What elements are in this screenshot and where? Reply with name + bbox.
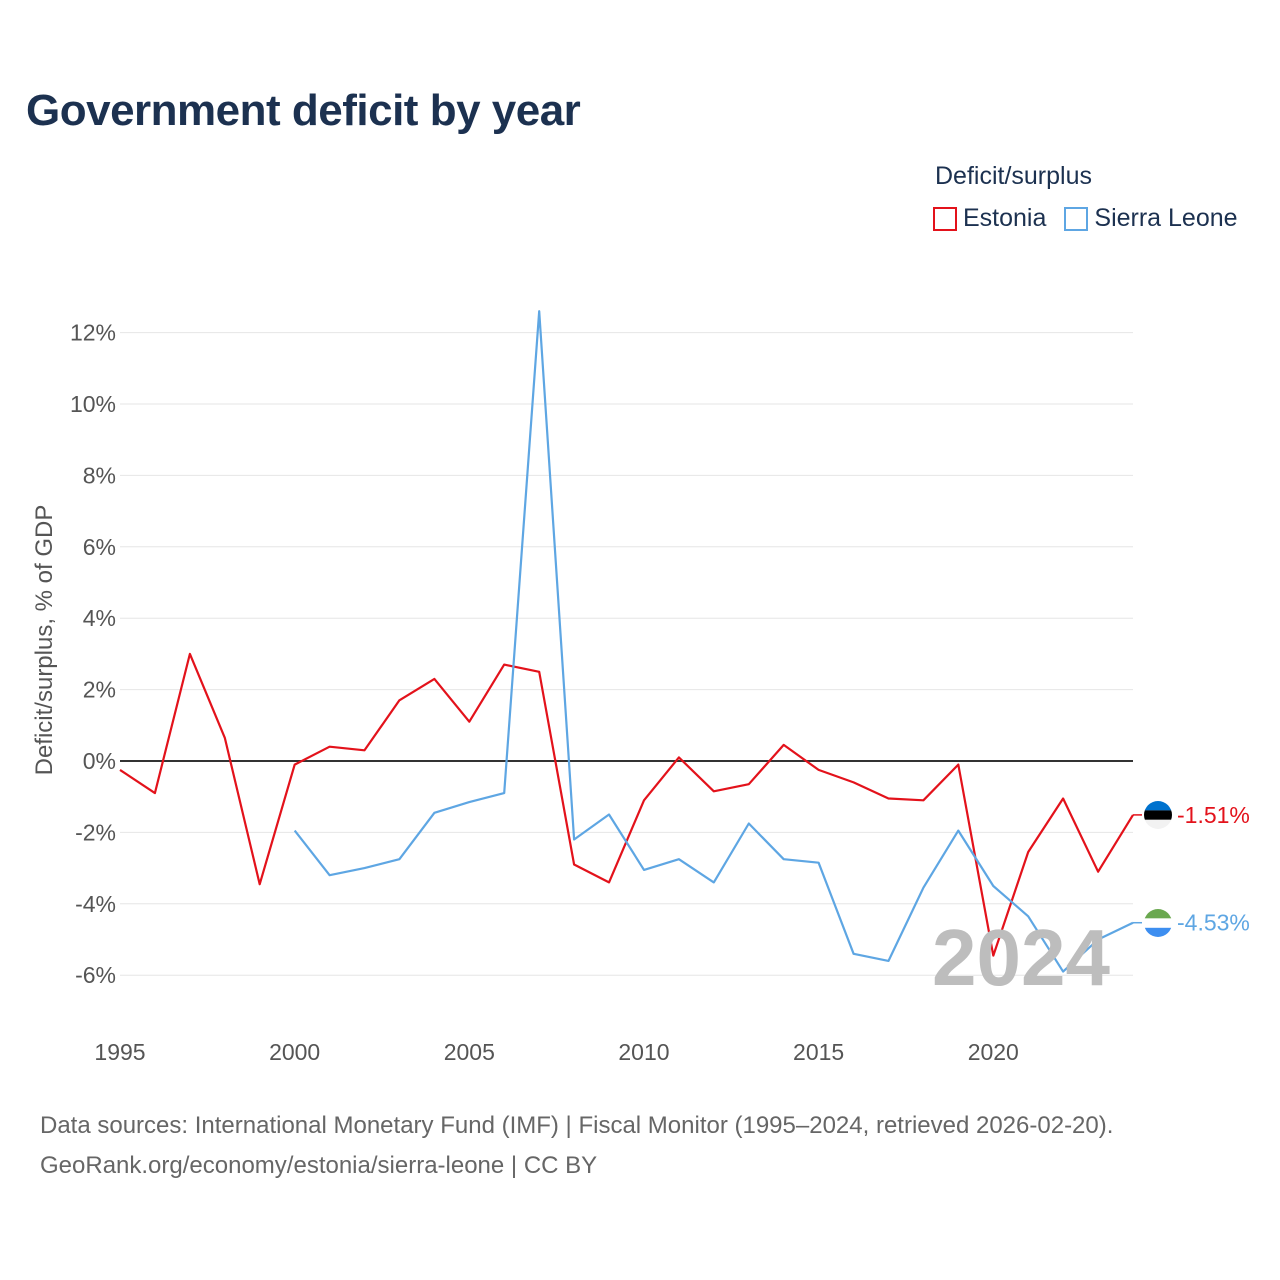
series-line-sierra-leone[interactable] [293,310,1134,973]
sierra-leone-flag-icon [1144,909,1172,937]
y-tick-label: -4% [75,891,116,917]
y-tick-label: 12% [70,320,116,346]
legend-swatch-estonia [933,206,957,231]
y-axis-label: Deficit/surplus, % of GDP [31,505,58,776]
x-tick-label: 2020 [968,1039,1019,1065]
x-tick-label: 2010 [618,1039,669,1065]
footer: Data sources: International Monetary Fun… [40,1106,1113,1186]
attribution-text: GeoRank.org/economy/estonia/sierra-leone… [40,1152,598,1179]
x-tick-label: 2000 [269,1039,320,1065]
end-label-estonia: -1.51% [1177,802,1250,828]
chart-title: Government deficit by year [26,86,581,135]
data-source-text: Data sources: International Monetary Fun… [40,1112,1114,1139]
end-label-sierra-leone: -4.53% [1177,910,1250,936]
y-tick-label: -2% [75,819,116,845]
legend-title: Deficit/surplus [935,162,1092,190]
legend-swatch-sierra-leone [1064,206,1089,231]
estonia-flag-icon [1144,801,1172,829]
legend-item-sierra-leone[interactable]: Sierra Leone [1064,204,1238,233]
legend: Estonia Sierra Leone [933,204,1248,233]
y-tick-label: 10% [70,391,116,417]
legend-item-estonia[interactable]: Estonia [933,204,1046,233]
legend-label-sierra-leone: Sierra Leone [1094,204,1238,232]
y-tick-label: 6% [83,534,116,560]
y-tick-label: 2% [83,677,116,703]
y-tick-label: -6% [75,962,116,988]
x-tick-label: 2015 [793,1039,844,1065]
y-tick-label: 4% [83,605,116,631]
y-tick-label: 8% [83,462,116,488]
y-tick-label: 0% [83,748,116,774]
legend-label-estonia: Estonia [963,204,1047,232]
x-tick-label: 2005 [444,1039,495,1065]
series-line-estonia[interactable] [119,652,1134,957]
year-watermark: 2024 [932,913,1110,1002]
x-tick-label: 1995 [94,1039,145,1065]
